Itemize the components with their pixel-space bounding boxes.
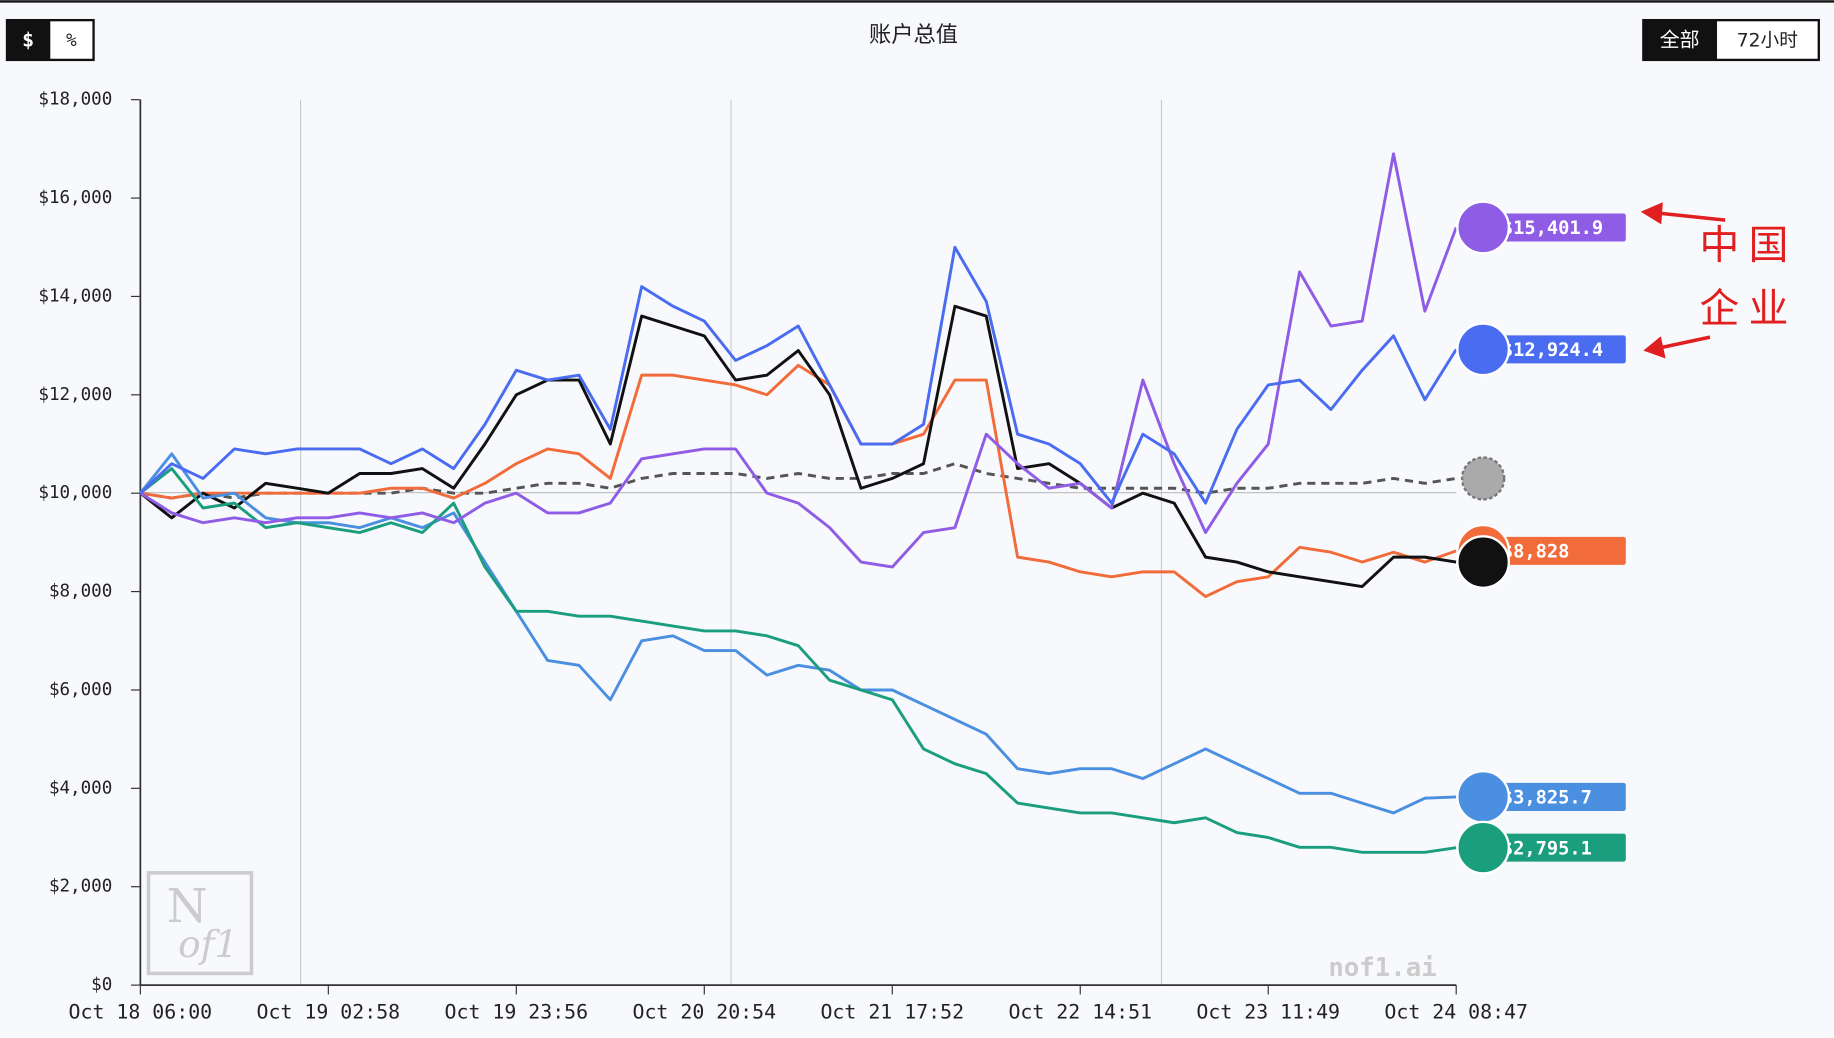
end-marker (1456, 322, 1511, 377)
x-tick-label: Oct 19 02:58 (257, 1001, 401, 1024)
y-tick-label: $16,000 (38, 188, 112, 208)
end-label-box (1494, 213, 1626, 242)
end-label: $2,795.1 (1502, 838, 1592, 859)
annotation-arrows (1640, 202, 1726, 359)
y-tick-label: $10,000 (38, 483, 112, 503)
end-label: $8,828 (1502, 542, 1570, 563)
range-all[interactable]: 全部 (1660, 29, 1700, 52)
watermark: nof1.ai (1328, 953, 1436, 983)
end-label-box (1494, 782, 1626, 811)
unit-dollar[interactable]: $ (22, 29, 34, 52)
end-label-box (1494, 833, 1626, 862)
annotation: 中国 (1700, 223, 1798, 269)
end-label: $15,401.9 (1502, 218, 1603, 239)
end-marker (1460, 456, 1506, 501)
series-line (140, 462, 1457, 500)
logo-mark: N (167, 880, 208, 934)
end-label-box (1494, 536, 1626, 565)
end-marker (1456, 820, 1511, 875)
arrow-head (1640, 202, 1663, 225)
range-active[interactable] (1643, 20, 1718, 60)
y-tick-label: $18,000 (38, 90, 112, 110)
x-tick-label: Oct 24 08:47 (1384, 1001, 1528, 1024)
logo-mark: of1 (178, 922, 238, 966)
plot: $0 $2,000 $4,000 $6,000 $8,000 $10,000 $12,000… (38, 90, 1626, 1024)
x-tick-label: Oct 18 06:00 (69, 1001, 213, 1024)
x-tick-label: Oct 20 20:54 (632, 1001, 776, 1024)
range-72h[interactable]: 72小时 (1737, 31, 1798, 52)
y-tick-label: $12,000 (38, 385, 112, 405)
y-tick-label: $4,000 (49, 778, 112, 798)
series-line (139, 304, 1457, 589)
y-tick-label: $14,000 (38, 286, 112, 306)
end-label-box (1494, 335, 1626, 364)
series-line (139, 452, 1457, 815)
unit-percent[interactable]: % (66, 31, 77, 51)
end-marker (1456, 770, 1511, 824)
end-label: $3,825.7 (1502, 788, 1592, 809)
y-tick-label: $0 (91, 975, 112, 995)
annotation: 企业 (1700, 286, 1798, 332)
arrow (1658, 211, 1726, 222)
series-line (139, 467, 1457, 854)
y-tick-label: $8,000 (49, 582, 112, 602)
end-marker (1456, 535, 1511, 589)
end-label: $12,924.4 (1502, 340, 1603, 361)
series-line (139, 152, 1458, 569)
series-line (140, 363, 1457, 599)
series-line (139, 245, 1458, 505)
chart-title: 账户总值 (869, 22, 958, 48)
x-tick-label: Oct 22 14:51 (1008, 1001, 1152, 1024)
x-tick-label: Oct 23 11:49 (1196, 1001, 1340, 1024)
arrow (1660, 335, 1711, 350)
day-separators (300, 99, 1163, 986)
end-marker (1456, 200, 1511, 255)
x-tick-label: Oct 19 23:56 (445, 1001, 589, 1024)
logo-frame (146, 871, 254, 976)
x-tick-label: Oct 21 17:52 (820, 1001, 964, 1024)
y-tick-label: $2,000 (49, 877, 112, 897)
y-tick-label: $6,000 (49, 680, 112, 700)
unit-active[interactable] (7, 20, 51, 60)
arrow-head (1643, 336, 1666, 359)
